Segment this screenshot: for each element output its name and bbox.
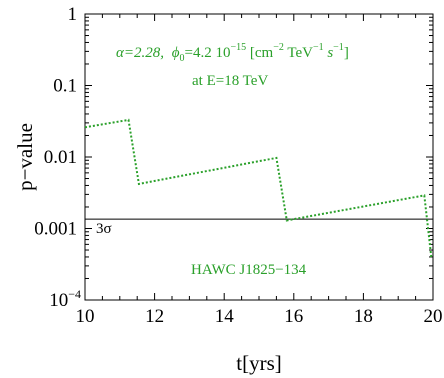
params-units-c: s [324,45,334,61]
params-units-a: [cm [246,45,273,61]
x-tick-label: 16 [284,306,303,327]
x-tick-label: 14 [215,306,235,327]
params-phi-sub: 0 [180,53,185,64]
x-tick-label: 18 [354,306,373,327]
three-sigma-label: 3σ [96,221,112,237]
x-axis: 10 12 14 16 18 20 [76,14,443,327]
x-tick-label: 12 [145,306,164,327]
y-tick-label: 0.001 [34,219,77,240]
params-phi: ϕ [172,45,180,61]
params-exp: −15 [230,42,246,53]
x-tick-label: 20 [424,306,443,327]
params-units-c-exp: −1 [333,42,344,53]
y-axis: 10−4 0.001 0.01 0.1 1 [34,4,433,311]
y-tick-label: 0.01 [44,147,77,168]
series-line [84,118,433,258]
x-tick-label: 10 [76,306,95,327]
params-units-b: TeV [284,45,313,61]
params-annotation: α=2.28, ϕ0=4.2 10−15 [cm−2 TeV−1 s−1] [116,42,349,64]
params-value: =4.2 10 [185,45,231,61]
energy-annotation: at E=18 TeV [192,73,268,89]
params-units-a-exp: −2 [273,42,284,53]
source-annotation: HAWC J1825−134 [191,262,307,278]
params-units-b-exp: −1 [313,42,324,53]
params-alpha: α=2.28, [116,45,164,61]
x-axis-title: t[yrs] [236,351,282,375]
y-axis-title: p−value [13,123,37,191]
y-tick-label: 0.1 [53,76,77,97]
y-tick-label: 1 [68,4,78,25]
y-tick-label: 10−4 [49,287,81,311]
params-units-d: ] [344,45,349,61]
